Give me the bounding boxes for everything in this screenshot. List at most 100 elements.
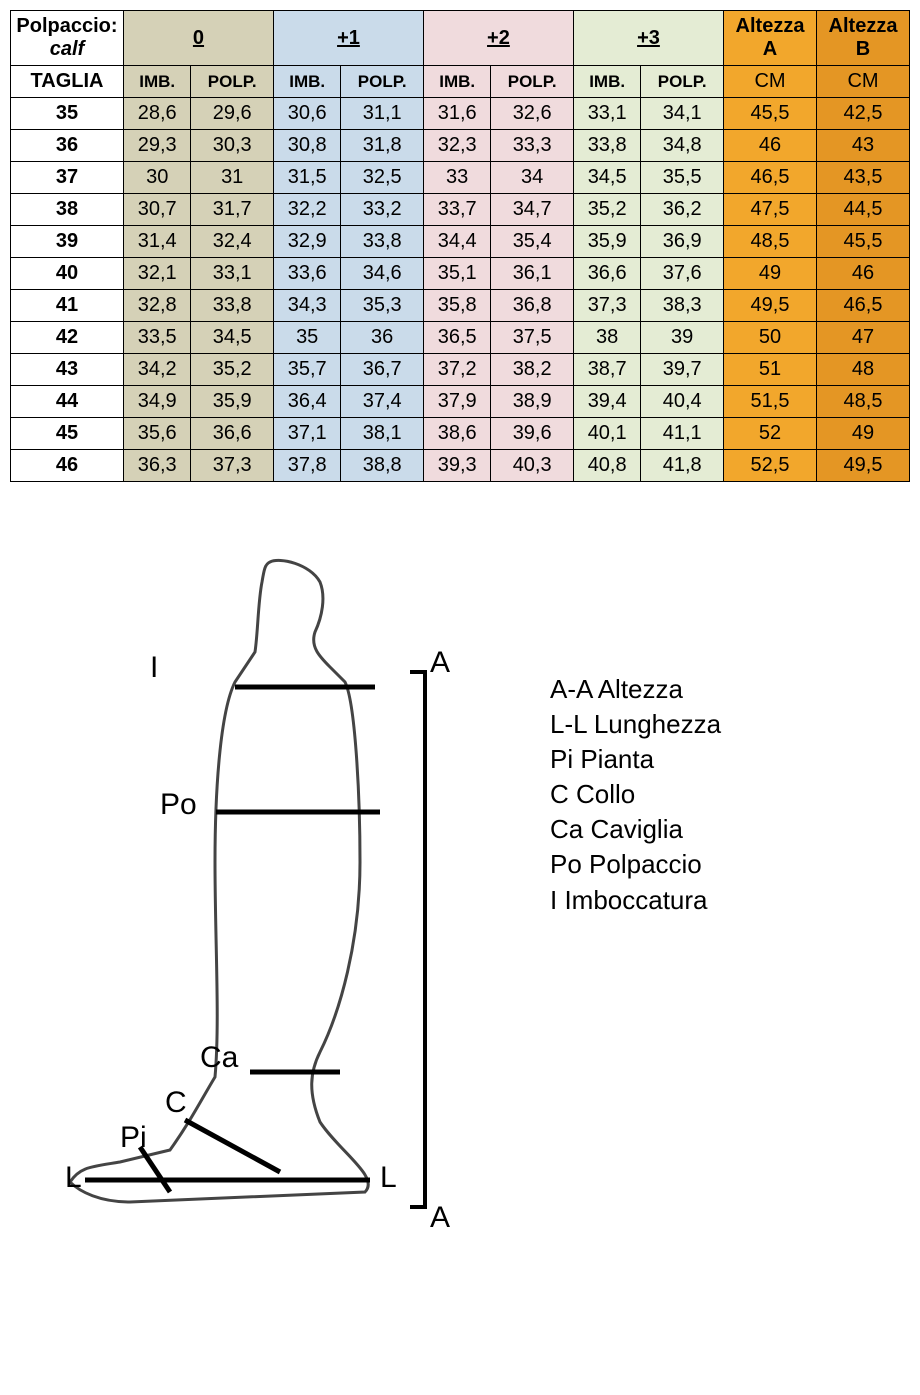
- value-cell: 33,1: [573, 98, 640, 130]
- value-cell: 35,3: [341, 290, 424, 322]
- table-row: 4636,337,337,838,839,340,340,841,852,549…: [11, 450, 910, 482]
- value-cell: 36,6: [191, 418, 274, 450]
- value-cell: 39: [641, 322, 724, 354]
- value-cell: 32,2: [273, 194, 340, 226]
- value-cell: 41,8: [641, 450, 724, 482]
- header-group-3: +3: [573, 11, 723, 66]
- size-cell: 42: [11, 322, 124, 354]
- legend-line: Pi Pianta: [550, 742, 721, 777]
- diagram-label-C: C: [165, 1086, 187, 1119]
- value-cell: 32,8: [124, 290, 191, 322]
- value-cell: 34,5: [191, 322, 274, 354]
- value-cell: 34,3: [273, 290, 340, 322]
- value-cell: 37,9: [423, 386, 490, 418]
- value-cell: 36,9: [641, 226, 724, 258]
- value-cell: 40,3: [491, 450, 574, 482]
- value-cell: 31,6: [423, 98, 490, 130]
- size-cell: 37: [11, 162, 124, 194]
- value-cell: 49,5: [724, 290, 817, 322]
- value-cell: 36,2: [641, 194, 724, 226]
- value-cell: 34,4: [423, 226, 490, 258]
- value-cell: 51: [724, 354, 817, 386]
- value-cell: 36,6: [573, 258, 640, 290]
- header-taglia: TAGLIA: [11, 66, 124, 98]
- value-cell: 38,3: [641, 290, 724, 322]
- value-cell: 36,4: [273, 386, 340, 418]
- value-cell: 37,8: [273, 450, 340, 482]
- value-cell: 37,4: [341, 386, 424, 418]
- value-cell: 35,9: [573, 226, 640, 258]
- value-cell: 47,5: [724, 194, 817, 226]
- value-cell: 38,2: [491, 354, 574, 386]
- value-cell: 33: [423, 162, 490, 194]
- header-altezza-a: Altezza A: [724, 11, 817, 66]
- diagram-label-I: I: [150, 651, 158, 684]
- value-cell: 29,6: [191, 98, 274, 130]
- value-cell: 34: [491, 162, 574, 194]
- value-cell: 31: [191, 162, 274, 194]
- value-cell: 45,5: [817, 226, 910, 258]
- value-cell: 32,6: [491, 98, 574, 130]
- leg-diagram: I Po Ca C Pi L L A A: [10, 542, 530, 1242]
- value-cell: 44,5: [817, 194, 910, 226]
- value-cell: 42,5: [817, 98, 910, 130]
- value-cell: 36: [341, 322, 424, 354]
- value-cell: 36,1: [491, 258, 574, 290]
- size-cell: 36: [11, 130, 124, 162]
- value-cell: 29,3: [124, 130, 191, 162]
- value-cell: 46: [724, 130, 817, 162]
- value-cell: 30,8: [273, 130, 340, 162]
- table-row: 3830,731,732,233,233,734,735,236,247,544…: [11, 194, 910, 226]
- sub-polp: POLP.: [641, 66, 724, 98]
- diagram-label-Po: Po: [160, 788, 197, 821]
- table-row: 4233,534,5353636,537,538395047: [11, 322, 910, 354]
- diagram-label-Ca: Ca: [200, 1041, 239, 1074]
- value-cell: 32,1: [124, 258, 191, 290]
- sub-polp: POLP.: [191, 66, 274, 98]
- size-cell: 35: [11, 98, 124, 130]
- value-cell: 36,8: [491, 290, 574, 322]
- value-cell: 38,1: [341, 418, 424, 450]
- size-cell: 43: [11, 354, 124, 386]
- value-cell: 35,8: [423, 290, 490, 322]
- value-cell: 35,9: [191, 386, 274, 418]
- value-cell: 41,1: [641, 418, 724, 450]
- value-cell: 36,3: [124, 450, 191, 482]
- value-cell: 43,5: [817, 162, 910, 194]
- legend-line: I Imboccatura: [550, 883, 721, 918]
- value-cell: 35,2: [191, 354, 274, 386]
- value-cell: 33,8: [573, 130, 640, 162]
- value-cell: 34,1: [641, 98, 724, 130]
- table-row: 3528,629,630,631,131,632,633,134,145,542…: [11, 98, 910, 130]
- value-cell: 39,3: [423, 450, 490, 482]
- legend-line: L-L Lunghezza: [550, 707, 721, 742]
- value-cell: 32,5: [341, 162, 424, 194]
- value-cell: 49: [817, 418, 910, 450]
- value-cell: 46,5: [724, 162, 817, 194]
- diagram-label-A-bot: A: [430, 1201, 450, 1234]
- legend-line: Po Polpaccio: [550, 847, 721, 882]
- value-cell: 33,6: [273, 258, 340, 290]
- value-cell: 38,6: [423, 418, 490, 450]
- value-cell: 35: [273, 322, 340, 354]
- value-cell: 52,5: [724, 450, 817, 482]
- size-cell: 45: [11, 418, 124, 450]
- table-row: 4535,636,637,138,138,639,640,141,15249: [11, 418, 910, 450]
- value-cell: 32,3: [423, 130, 490, 162]
- size-cell: 44: [11, 386, 124, 418]
- table-row: 4334,235,235,736,737,238,238,739,75148: [11, 354, 910, 386]
- value-cell: 40,1: [573, 418, 640, 450]
- header-altezza-b: Altezza B: [817, 11, 910, 66]
- value-cell: 48,5: [724, 226, 817, 258]
- value-cell: 31,5: [273, 162, 340, 194]
- header-polpaccio: Polpaccio: calf: [11, 11, 124, 66]
- value-cell: 49: [724, 258, 817, 290]
- value-cell: 39,4: [573, 386, 640, 418]
- value-cell: 33,2: [341, 194, 424, 226]
- size-table: Polpaccio: calf 0 +1 +2 +3 Altezza A Alt…: [10, 10, 910, 482]
- value-cell: 33,7: [423, 194, 490, 226]
- size-cell: 38: [11, 194, 124, 226]
- value-cell: 40,8: [573, 450, 640, 482]
- size-cell: 41: [11, 290, 124, 322]
- legend-line: C Collo: [550, 777, 721, 812]
